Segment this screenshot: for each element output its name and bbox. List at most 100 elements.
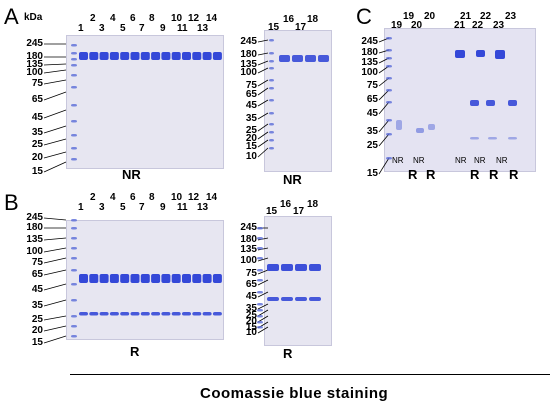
marker-label: 75 [366, 80, 378, 91]
marker-label: 135 [240, 244, 257, 255]
marker-tick [378, 133, 390, 147]
sample-band-light [182, 312, 191, 316]
lane-number: 6 [130, 13, 136, 24]
ladder-band [257, 227, 263, 230]
marker-tick [43, 109, 67, 119]
marker-tick [43, 79, 67, 85]
ladder-band [269, 67, 274, 70]
sample-band-light [79, 312, 88, 316]
lane-number: 1 [78, 202, 84, 213]
sample-band-light [192, 312, 202, 316]
sample-band-heavy [508, 100, 517, 106]
marker-label: 15 [31, 166, 43, 177]
sample-band-heavy [79, 274, 88, 283]
marker-label: 245 [26, 38, 43, 49]
sample-band-heavy [486, 100, 495, 106]
gel-b-right [264, 216, 332, 346]
marker-tick [257, 39, 269, 43]
marker-label: 100 [240, 67, 257, 78]
marker-tick [43, 269, 67, 276]
marker-tick [257, 123, 269, 132]
lane-number: 9 [160, 202, 166, 213]
lane-number: 16 [283, 14, 295, 25]
gel-a-right [264, 30, 332, 172]
lane-number: 5 [120, 202, 126, 213]
marker-tick [43, 315, 67, 321]
lane-number: 23 [493, 20, 505, 31]
ladder-band [257, 291, 263, 294]
marker-label: 100 [26, 246, 43, 257]
sample-band [89, 52, 99, 60]
ladder-band [269, 52, 274, 55]
sample-band-heavy [99, 274, 109, 283]
sample-band-light [120, 312, 130, 316]
lane-number: 17 [295, 22, 307, 33]
marker-label: 20 [31, 152, 43, 163]
lane-number: 22 [480, 11, 492, 22]
marker-label: 65 [31, 269, 43, 280]
sample-band-heavy [89, 274, 99, 283]
ladder-band [269, 60, 274, 63]
ladder-band [257, 321, 263, 324]
sample-band-heavy [295, 264, 307, 271]
lane-number: 5 [120, 23, 126, 34]
marker-label: 45 [245, 291, 257, 302]
marker-label: 35 [31, 300, 43, 311]
marker-tick [43, 151, 67, 159]
marker-tick [257, 326, 269, 334]
ladder-band [71, 257, 77, 260]
sample-band-light [309, 297, 321, 301]
unit-label-kda: kDa [24, 12, 43, 23]
sample-band-light [295, 297, 307, 301]
marker-label: 45 [31, 112, 43, 123]
sample-band-light [89, 312, 99, 316]
sample-band-heavy [120, 274, 130, 283]
ladder-band [257, 237, 263, 240]
marker-tick [43, 325, 67, 332]
lane-number: 10 [171, 192, 183, 203]
ladder-band [269, 123, 274, 126]
sample-band-heavy [212, 274, 222, 283]
lane-number: 12 [188, 13, 200, 24]
ladder-band [386, 65, 392, 68]
marker-label: 15 [245, 141, 257, 152]
condition-label-small: NR [392, 156, 404, 165]
marker-tick [378, 101, 390, 115]
sample-band-heavy [151, 274, 161, 283]
sample-band [416, 128, 424, 133]
marker-tick [43, 257, 67, 264]
ladder-band [269, 131, 274, 134]
sample-band-light [488, 137, 497, 140]
ladder-band [269, 87, 274, 90]
lane-number: 4 [110, 13, 116, 24]
ladder-band [257, 326, 263, 329]
marker-label: 135 [240, 59, 257, 70]
marker-tick [43, 125, 67, 134]
sample-band [476, 50, 485, 57]
marker-label: 25 [245, 125, 257, 136]
lane-number: 17 [293, 206, 305, 217]
sample-band-light [508, 137, 517, 140]
condition-label-large: R [426, 167, 436, 182]
lane-number: 3 [99, 202, 105, 213]
ladder-band [269, 139, 274, 142]
marker-tick [43, 217, 67, 221]
lane-number: 20 [424, 11, 436, 22]
marker-label: 20 [245, 316, 257, 327]
ladder-band [269, 39, 274, 42]
marker-tick [43, 237, 67, 241]
ladder-band [71, 86, 77, 89]
marker-label: 65 [366, 94, 378, 105]
ladder-band [71, 219, 77, 222]
ladder-band [386, 37, 392, 40]
marker-label: 45 [245, 100, 257, 111]
lane-number: 18 [307, 14, 319, 25]
marker-label: 35 [245, 113, 257, 124]
marker-label: 10 [245, 327, 257, 338]
ladder-band [71, 283, 77, 286]
lane-number: 18 [307, 199, 319, 210]
marker-tick [43, 138, 67, 146]
marker-label: 35 [366, 126, 378, 137]
lane-number: 7 [139, 202, 145, 213]
